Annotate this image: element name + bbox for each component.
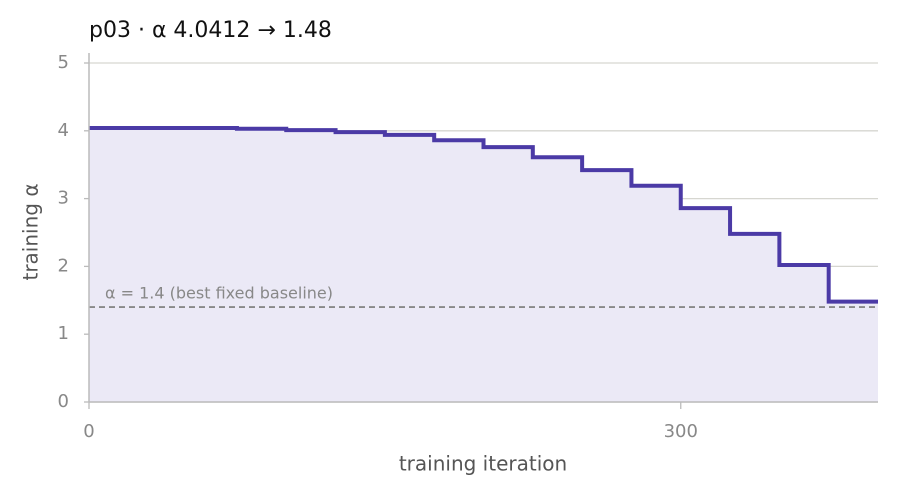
x-tick-label: 0 <box>83 421 94 442</box>
chart-title: p03 · α 4.0412 → 1.48 <box>89 18 332 43</box>
baseline-label: α = 1.4 (best fixed baseline) <box>105 284 333 303</box>
y-tick-label: 2 <box>58 255 69 276</box>
x-tick-label: 300 <box>664 421 698 442</box>
y-tick-label: 3 <box>58 188 69 209</box>
y-tick-label: 0 <box>58 391 69 412</box>
y-tick-label: 4 <box>58 120 69 141</box>
x-axis-label: training iteration <box>399 452 567 476</box>
y-tick-label: 1 <box>58 323 69 344</box>
step-line <box>89 126 878 304</box>
area-fill <box>89 128 878 402</box>
y-axis-label: training α <box>19 183 43 280</box>
y-tick-label: 5 <box>58 52 69 73</box>
